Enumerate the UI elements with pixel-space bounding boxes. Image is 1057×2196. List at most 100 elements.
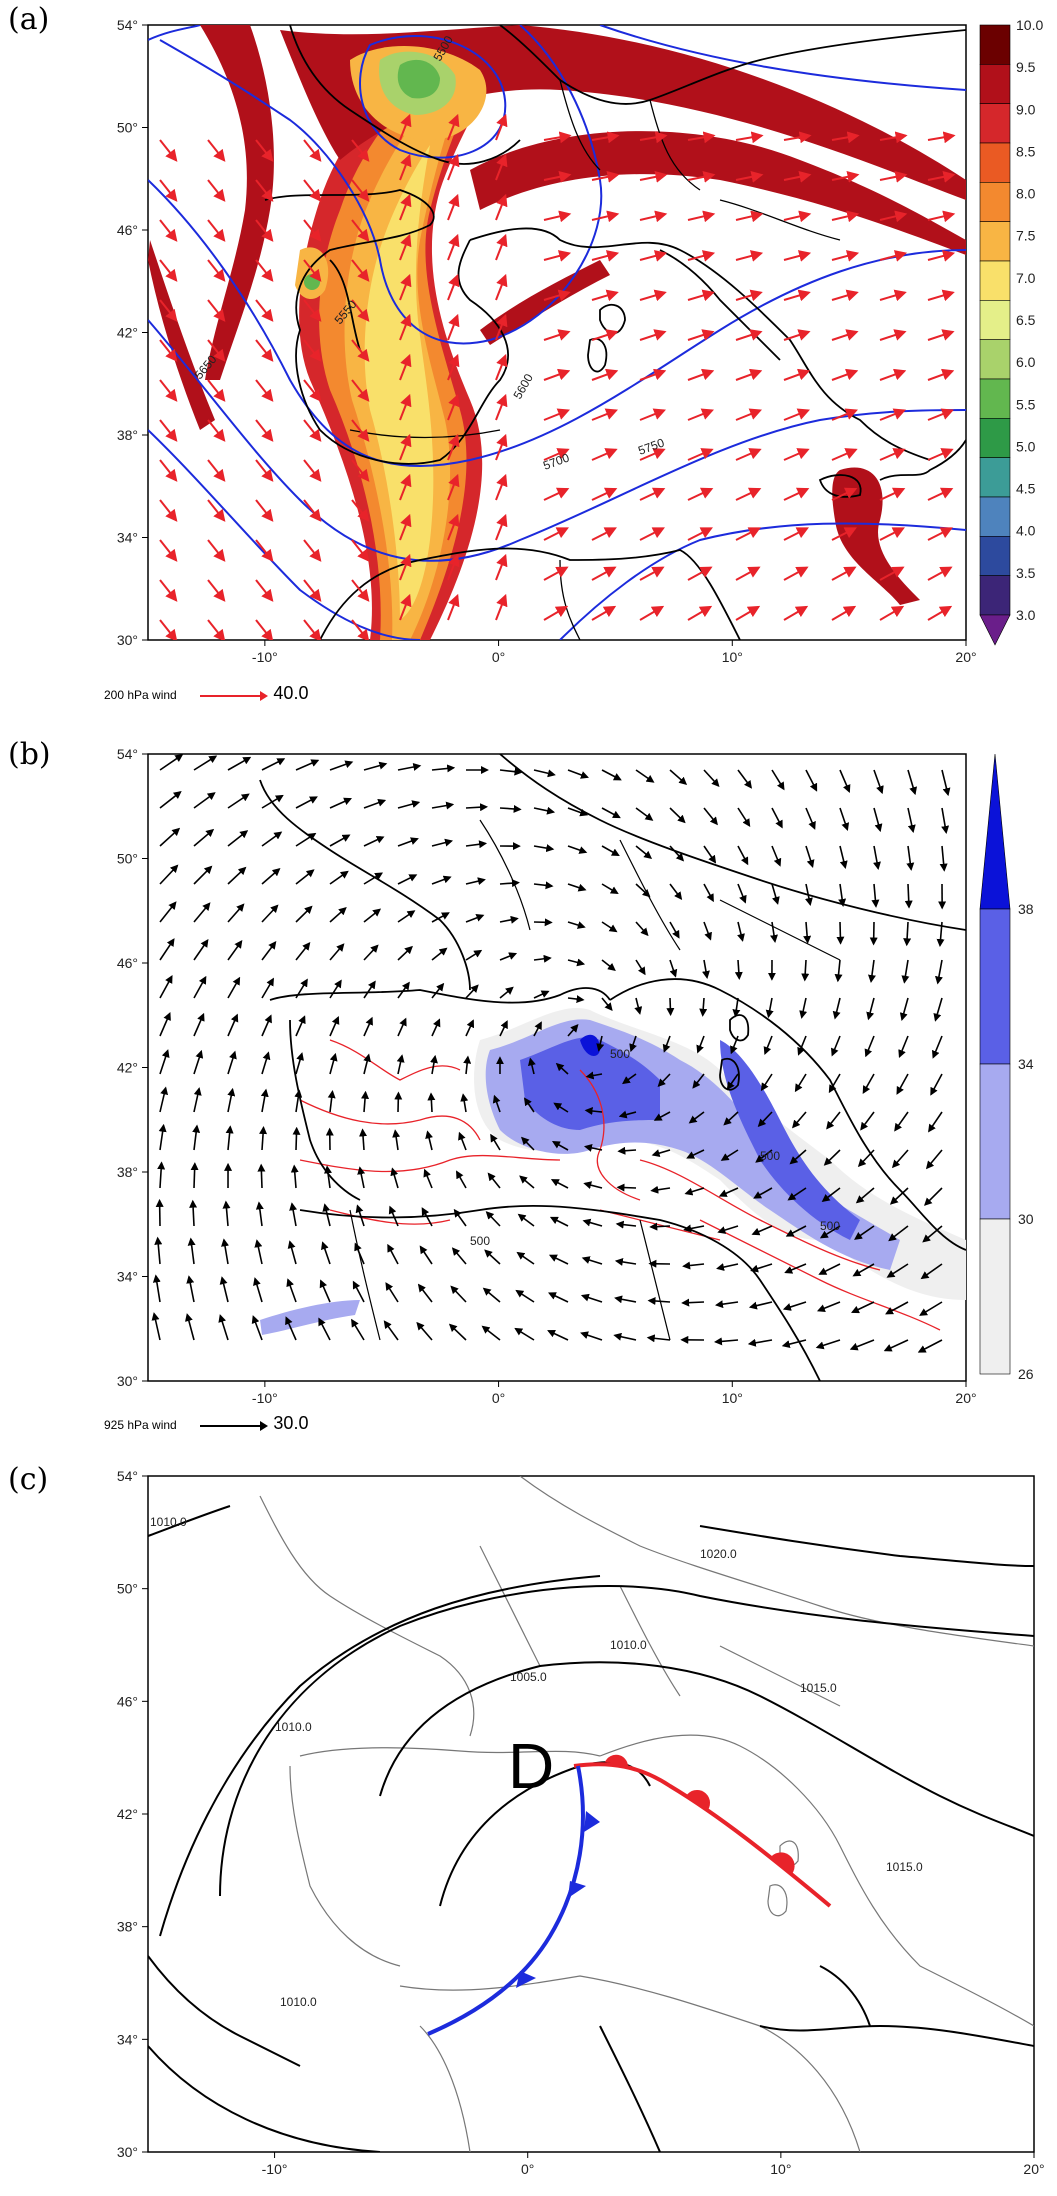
wind-vector	[218, 1314, 229, 1341]
wind-vector	[295, 905, 313, 923]
wind-vector	[783, 131, 812, 144]
wind-vector	[227, 830, 249, 847]
isobar-label: 1010.0	[150, 1515, 187, 1529]
wind-vector	[397, 981, 410, 999]
isobar-label: 1010.0	[280, 1995, 317, 2009]
wind-vector	[225, 1125, 234, 1151]
wind-vector	[783, 368, 811, 381]
wind-vector	[794, 1073, 807, 1093]
wind-vector	[521, 1136, 535, 1151]
wind-vector	[207, 299, 226, 322]
wind-vector	[431, 875, 452, 885]
wind-vector	[482, 1287, 501, 1303]
wind-vector	[646, 1334, 671, 1343]
wind-vector	[867, 959, 876, 984]
wind-vector	[657, 1073, 671, 1088]
wind-vector	[383, 1320, 399, 1341]
wind-vector	[423, 1168, 433, 1189]
wind-vector	[187, 1237, 196, 1265]
wind-vector	[495, 153, 508, 181]
wind-vector	[591, 368, 619, 381]
wind-vector	[159, 139, 178, 162]
wind-vector	[601, 769, 622, 781]
wind-vector	[431, 1018, 441, 1037]
wind-vector	[516, 1251, 535, 1265]
lon-tick-label: 10°	[722, 1390, 743, 1406]
wind-vector	[651, 1149, 671, 1157]
wind-vector	[363, 908, 382, 923]
wind-vector	[723, 1111, 739, 1126]
wind-vector	[159, 499, 178, 522]
wind-vector	[591, 210, 620, 223]
wind-vector	[533, 806, 556, 815]
wind-vector	[669, 883, 683, 901]
wind-vector	[495, 433, 508, 461]
wind-vector	[255, 419, 274, 442]
wind-vector	[879, 605, 905, 621]
wind-vector	[543, 487, 570, 501]
wind-vector	[303, 259, 322, 282]
wind-vector	[303, 139, 322, 162]
wind-vector	[927, 368, 955, 381]
wind-vector	[351, 219, 370, 242]
wind-vector	[703, 845, 717, 864]
wind-vector	[930, 1073, 943, 1096]
wind-vector	[567, 807, 589, 817]
wind-vector	[158, 1123, 167, 1151]
wind-vector	[757, 1111, 773, 1128]
wind-vector	[329, 797, 353, 809]
wind-vector	[720, 1149, 739, 1161]
wind-vector	[255, 539, 274, 562]
wind-vector	[303, 459, 322, 482]
wind-vector	[399, 593, 412, 621]
isobar-label: 1015.0	[800, 1681, 837, 1695]
colorbar-label: 4.0	[1016, 523, 1036, 539]
wind-vector	[533, 844, 555, 853]
wind-vector	[227, 756, 252, 771]
colorbar-label: 9.0	[1016, 101, 1036, 117]
wind-vector	[447, 593, 460, 621]
wind-vector	[465, 877, 486, 886]
wind-vector	[567, 995, 585, 1004]
wind-vector	[533, 769, 556, 778]
wind-vector	[447, 473, 460, 501]
wind-vector	[207, 499, 226, 522]
wind-vector	[351, 259, 370, 282]
wind-vector	[159, 975, 173, 999]
wind-vector	[363, 1016, 373, 1037]
wind-vector	[399, 313, 412, 341]
wind-vector	[785, 1225, 807, 1237]
wind-vector	[514, 1327, 535, 1341]
lat-tick-label: 42°	[117, 1806, 138, 1822]
wind-vector	[639, 250, 668, 262]
wind-vector	[329, 1016, 340, 1037]
wind-vector	[883, 1339, 909, 1352]
wind-legend-value: 40.0	[273, 683, 309, 703]
wind-vector	[686, 1149, 705, 1159]
wind-vector	[219, 1276, 229, 1303]
wind-vector	[447, 553, 460, 581]
wind-vector	[617, 1146, 637, 1155]
wind-vector	[363, 944, 379, 961]
wind-vector	[431, 838, 454, 847]
wind-vector	[159, 219, 178, 242]
wind-vector	[567, 921, 586, 929]
wind-vector	[730, 1035, 739, 1055]
wind-vector	[732, 997, 741, 1018]
wind-vector	[351, 379, 370, 402]
panel-a-wind-legend: 200 hPa wind 40.0	[104, 683, 308, 704]
wind-vector	[190, 1162, 199, 1189]
wind-vector	[447, 353, 460, 381]
lat-tick-label: 38°	[117, 1164, 138, 1180]
wind-vector	[748, 1301, 773, 1310]
colorbar-swatch	[979, 457, 1011, 498]
wind-vector	[255, 619, 274, 640]
wind-vector	[760, 1073, 773, 1092]
wind-vector	[357, 1166, 366, 1189]
colorbar-swatch	[979, 339, 1011, 380]
wind-vector	[899, 997, 909, 1021]
wind-vector	[771, 845, 782, 867]
lat-tick-label: 50°	[117, 1581, 138, 1597]
wind-vector	[928, 1111, 943, 1133]
wind-vector	[495, 313, 508, 341]
